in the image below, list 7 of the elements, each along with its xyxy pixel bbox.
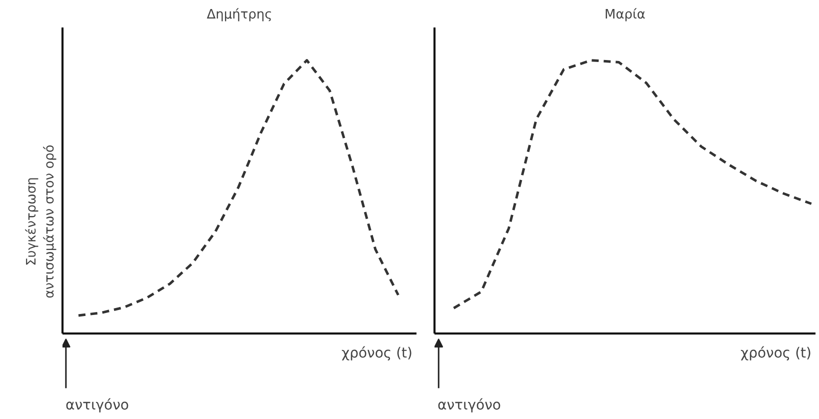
y-axis-title: Συγκέντρωση αντισωμάτων στον ορό xyxy=(24,144,58,298)
text: αντιγόνο xyxy=(438,398,501,414)
x-axis-title: χρόνος (t) xyxy=(341,346,413,362)
chart-title: Δημήτρης xyxy=(206,8,272,22)
text: αντιγόνο xyxy=(66,398,129,414)
x-axis-title: χρόνος (t) xyxy=(740,346,812,362)
chart-title: Μαρία xyxy=(604,8,646,22)
